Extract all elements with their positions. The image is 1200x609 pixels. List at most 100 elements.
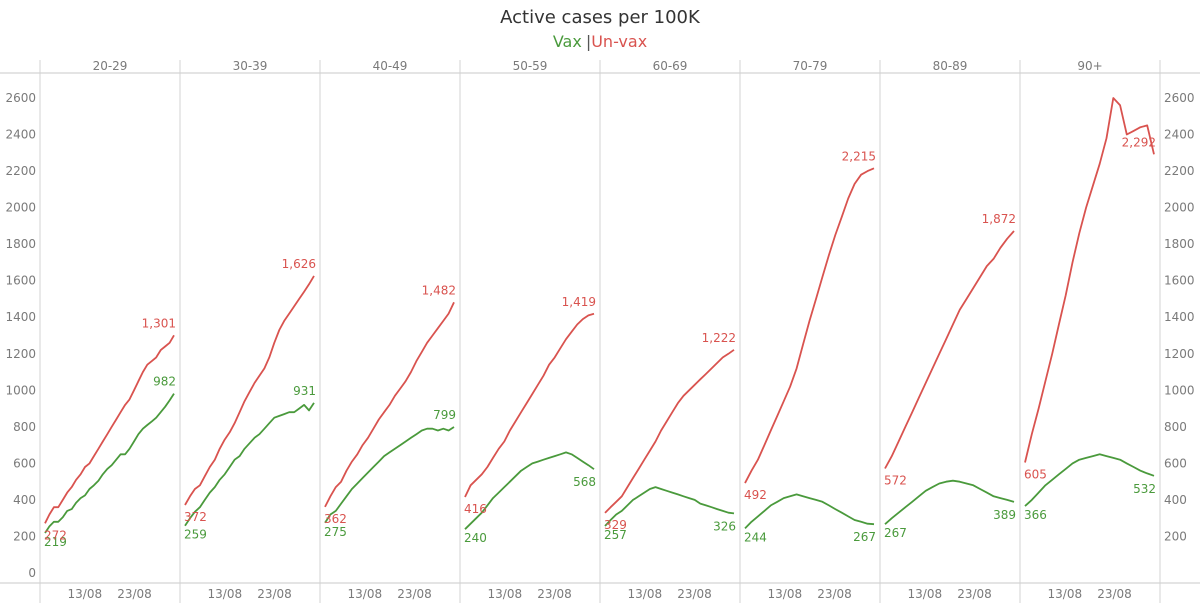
y-tick-label-right: 1400: [1164, 310, 1195, 324]
end-data-label: 2,292: [1122, 135, 1156, 149]
x-tick-label: 23/08: [537, 587, 572, 601]
start-data-label: 362: [324, 512, 347, 526]
panel-header: 90+: [1077, 59, 1102, 73]
x-tick-label: 13/08: [208, 587, 243, 601]
y-tick-label-right: 2600: [1164, 91, 1195, 105]
start-data-label: 240: [464, 531, 487, 545]
series-line-un-vax: [44, 334, 175, 524]
y-tick-label-left: 1000: [5, 383, 36, 397]
y-tick-label-right: 1200: [1164, 347, 1195, 361]
end-data-label: 799: [433, 408, 456, 422]
series-line-un-vax: [324, 301, 455, 508]
end-data-label: 982: [153, 375, 176, 389]
x-tick-label: 23/08: [397, 587, 432, 601]
x-tick-label: 13/08: [908, 587, 943, 601]
y-tick-label-right: 200: [1164, 529, 1187, 543]
legend-item-vax: Vax: [553, 32, 582, 51]
y-tick-label-left: 600: [13, 456, 36, 470]
panel-header: 40-49: [373, 59, 408, 73]
y-tick-label-left: 800: [13, 420, 36, 434]
x-tick-label: 13/08: [68, 587, 103, 601]
y-tick-label-right: 1800: [1164, 237, 1195, 251]
y-tick-label-right: 2200: [1164, 164, 1195, 178]
end-data-label: 931: [293, 384, 316, 398]
series-line-un-vax: [464, 312, 595, 498]
panel-header: 50-59: [513, 59, 548, 73]
x-tick-label: 23/08: [257, 587, 292, 601]
series-line-vax: [744, 493, 875, 530]
y-tick-label-left: 1600: [5, 274, 36, 288]
panel-70-79: 70-79 13/08 23/08 244 267 492 2,215: [744, 59, 876, 601]
chart-frame: [0, 60, 1200, 603]
y-tick-label-left: 2000: [5, 201, 36, 215]
start-data-label: 372: [184, 510, 207, 524]
x-tick-label: 13/08: [768, 587, 803, 601]
start-data-label: 257: [604, 528, 627, 542]
y-tick-label-right: 600: [1164, 456, 1187, 470]
panel-60-69: 60-69 13/08 23/08 257 326 329 1,222: [604, 59, 736, 601]
series-line-vax: [464, 451, 595, 530]
y-tick-label-right: 1600: [1164, 274, 1195, 288]
end-data-label: 389: [993, 508, 1016, 522]
y-tick-label-left: 2600: [5, 91, 36, 105]
start-data-label: 267: [884, 526, 907, 540]
start-data-label: 275: [324, 525, 347, 539]
end-data-label: 2,215: [842, 149, 876, 163]
start-data-label: 492: [744, 488, 767, 502]
end-data-label: 1,626: [282, 257, 316, 271]
panel-80-89: 80-89 13/08 23/08 267 389 572 1,872: [884, 59, 1016, 601]
start-data-label: 244: [744, 530, 767, 544]
panel-20-29: 20-29 13/08 23/08 219 982 272 1,301: [44, 59, 176, 601]
end-data-label: 1,301: [142, 316, 176, 330]
x-tick-label: 13/08: [628, 587, 663, 601]
series-line-vax: [44, 393, 175, 534]
legend: Vax |Un-vax: [553, 32, 647, 51]
series-line-un-vax: [884, 230, 1015, 469]
panel-40-49: 40-49 13/08 23/08 275 799 362 1,482: [324, 59, 456, 601]
panel-header: 80-89: [933, 59, 968, 73]
x-tick-label: 23/08: [117, 587, 152, 601]
start-data-label: 416: [464, 502, 487, 516]
panel-90plus: 90+ 13/08 23/08 366 532 605 2,292: [1024, 59, 1156, 601]
y-tick-label-left: 400: [13, 493, 36, 507]
x-tick-label: 13/08: [488, 587, 523, 601]
series-line-vax: [604, 486, 735, 527]
y-tick-label-left: 2200: [5, 164, 36, 178]
y-tick-label-left: 2400: [5, 128, 36, 142]
y-axis-right: 200 400 600 800 1000 1200 1400 1600 1800 2000 2200…: [1164, 91, 1195, 543]
x-tick-label: 23/08: [677, 587, 712, 601]
end-data-label: 267: [853, 530, 876, 544]
x-tick-label: 23/08: [817, 587, 852, 601]
y-tick-label-right: 400: [1164, 493, 1187, 507]
y-tick-label-right: 800: [1164, 420, 1187, 434]
start-data-label: 572: [884, 474, 907, 488]
end-data-label: 1,419: [562, 295, 596, 309]
legend-separator: |: [586, 32, 591, 51]
start-data-label: 366: [1024, 508, 1047, 522]
panel-50-59: 50-59 13/08 23/08 240 568 416 1,419: [464, 59, 596, 601]
y-tick-label-right: 1000: [1164, 383, 1195, 397]
series-line-vax: [1024, 453, 1155, 507]
panel-header: 20-29: [93, 59, 128, 73]
panel-30-39: 30-39 13/08 23/08 259 931 372 1,626: [184, 59, 316, 601]
series-line-vax: [324, 426, 455, 524]
end-data-label: 1,482: [422, 283, 456, 297]
series-line-vax: [884, 479, 1015, 525]
end-data-label: 326: [713, 519, 736, 533]
series-line-un-vax: [744, 167, 875, 484]
y-tick-label-left: 1400: [5, 310, 36, 324]
x-tick-label: 13/08: [348, 587, 383, 601]
y-tick-label-left: 0: [28, 566, 36, 580]
start-data-label: 605: [1024, 467, 1047, 481]
svg-text:Vax|Un-vax: Vax |Un-vax: [553, 32, 647, 51]
start-data-label: 329: [604, 518, 627, 532]
end-data-label: 1,222: [702, 331, 736, 345]
y-tick-label-right: 2000: [1164, 201, 1195, 215]
series-line-vax: [184, 402, 315, 527]
y-tick-label-left: 1800: [5, 237, 36, 251]
y-axis-left: 0 200 400 600 800 1000 1200 1400 1600 1800 2000 220…: [5, 91, 36, 580]
end-data-label: 568: [573, 475, 596, 489]
start-data-label: 272: [44, 528, 67, 542]
